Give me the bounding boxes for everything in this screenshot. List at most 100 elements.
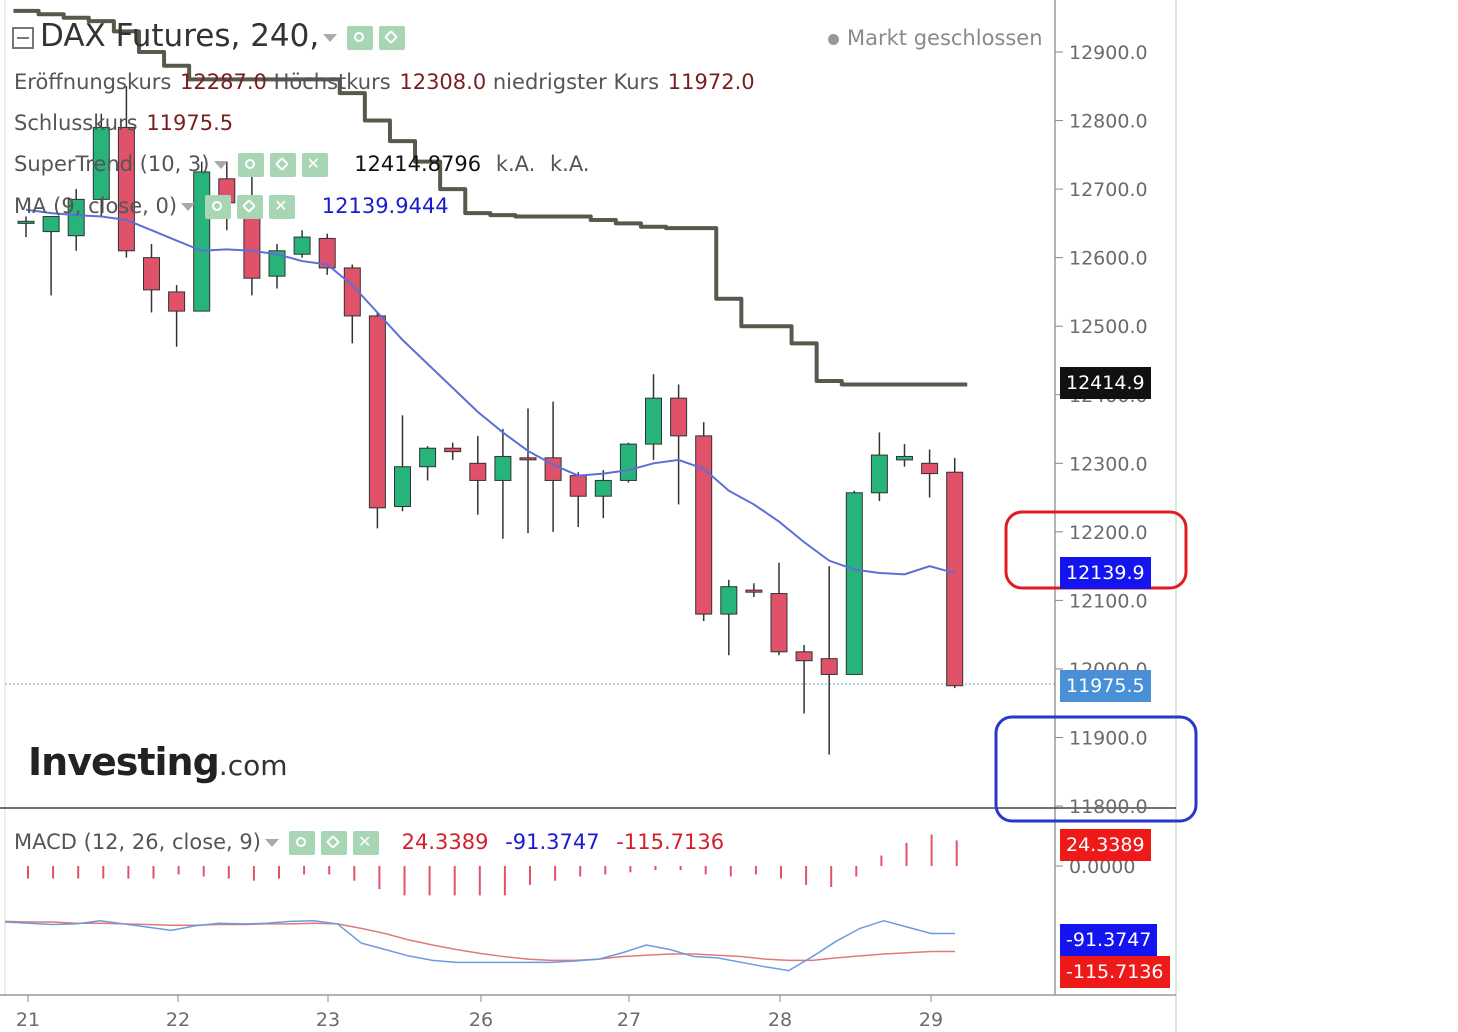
candle-body (343, 267, 361, 317)
candle-body (17, 220, 35, 224)
candle-body (594, 479, 612, 497)
logo-main: Investing (28, 740, 220, 784)
collapse-icon[interactable] (12, 26, 34, 49)
candle-body (820, 658, 838, 675)
candle-body (745, 589, 763, 593)
price-tick-label: 12200.0 (1069, 522, 1148, 544)
open-value: 12287.0 (180, 70, 267, 94)
gear-icon[interactable] (379, 25, 406, 50)
title-dropdown-icon[interactable] (323, 33, 338, 42)
macd-line-tag: -91.3747 (1060, 924, 1158, 956)
candle-body (670, 397, 688, 437)
candle (921, 449, 939, 498)
macd-legend: MACD (12, 26, close, 9) 24.3389 -91.3747… (14, 830, 724, 855)
logo-suffix: .com (218, 749, 288, 782)
price-tick-label: 12300.0 (1069, 453, 1148, 475)
candle (168, 285, 186, 347)
close-label: Schlusskurs (14, 111, 138, 135)
candle (745, 583, 763, 597)
candle (368, 312, 386, 529)
eye-icon[interactable] (205, 195, 232, 219)
candle-body (770, 593, 788, 653)
chart-title-row: DAX Futures, 240, (12, 18, 411, 54)
macd-hist-value: 24.3389 (401, 830, 489, 854)
low-value: 11972.0 (667, 70, 755, 94)
macd-line-polyline (4, 919, 955, 972)
eye-icon[interactable] (237, 153, 264, 177)
gear-icon[interactable] (237, 195, 264, 219)
candle-body (368, 315, 386, 509)
candle-body (193, 171, 211, 312)
close-icon[interactable] (301, 153, 328, 177)
macd-line-value: -91.3747 (505, 830, 600, 854)
candle (92, 113, 110, 217)
low-label: niedrigster Kurs (492, 70, 660, 94)
market-status: Markt geschlossen (828, 26, 1043, 50)
supertrend-legend: SuperTrend (10, 3) 12414.8796 k.A. k.A. (14, 152, 590, 177)
price-tick-label: 12700.0 (1069, 179, 1148, 201)
candle-body (469, 462, 487, 481)
ma-price-tag: 12139.9 (1060, 557, 1151, 589)
candle (394, 415, 411, 512)
candle-body (720, 586, 738, 615)
candle (469, 435, 487, 515)
price-tick-label: 12100.0 (1069, 590, 1148, 612)
candle-body (268, 250, 286, 277)
candle-body (143, 257, 160, 291)
candle (795, 644, 813, 714)
candle (444, 442, 462, 460)
candle-body (795, 651, 813, 662)
price-tick-label: 11900.0 (1069, 728, 1148, 750)
supertrend-label[interactable]: SuperTrend (10, 3) (14, 152, 210, 176)
supertrend-line (13, 8, 968, 387)
supertrend-price-tag: 12414.9 (1060, 367, 1151, 399)
candle (293, 230, 311, 258)
candle-body (845, 492, 863, 675)
candle (896, 444, 913, 467)
investing-logo: Investing.com (28, 740, 288, 784)
supertrend-dropdown-icon[interactable] (213, 161, 228, 169)
price-tick-label: 11800.0 (1069, 796, 1148, 818)
supertrend-na-2: k.A. (550, 152, 590, 176)
gear-icon[interactable] (320, 831, 347, 855)
close-icon[interactable] (352, 831, 379, 855)
macd-signal-value: -115.7136 (616, 830, 725, 854)
time-tick-label: 27 (617, 1009, 641, 1031)
ma-dropdown-icon[interactable] (181, 203, 196, 211)
candle (318, 233, 336, 275)
candle-body (444, 447, 462, 453)
candle (594, 470, 612, 519)
candle-body (569, 475, 587, 497)
time-axis: 21 22 23 26 27 28 29 (16, 995, 943, 1031)
close-price-tag: 11975.5 (1060, 670, 1151, 702)
chart-frame (0, 0, 1177, 1032)
ohlc-row: Eröffnungskurs 12287.0 Höchstkurs 12308.… (14, 70, 755, 94)
candle (42, 216, 60, 296)
price-tick-label: 12500.0 (1069, 316, 1148, 338)
time-tick-label: 26 (469, 1009, 493, 1031)
macd-dropdown-icon[interactable] (264, 839, 279, 847)
macd-label[interactable]: MACD (12, 26, close, 9) (14, 830, 261, 854)
candle-body (519, 457, 537, 461)
close-icon[interactable] (269, 195, 296, 219)
candle (870, 432, 888, 502)
candle-body (619, 443, 637, 481)
price-tick-label: 12800.0 (1069, 111, 1148, 133)
eye-icon[interactable] (347, 25, 374, 50)
candle-body (870, 454, 888, 494)
ma-label[interactable]: MA (9, close, 0) (14, 194, 178, 218)
eye-icon[interactable] (288, 831, 315, 855)
status-dot-icon (828, 33, 839, 45)
chart-title: DAX Futures, 240, (40, 18, 320, 54)
candle (67, 189, 85, 251)
price-axis: 12900.012800.012700.012600.012500.012400… (1055, 42, 1148, 878)
candle (343, 264, 361, 344)
close-row: Schlusskurs 11975.5 (14, 111, 233, 135)
gear-icon[interactable] (269, 153, 296, 177)
candle-body (394, 466, 411, 507)
candle-body (92, 126, 110, 200)
candle-body (896, 455, 913, 461)
candle (820, 566, 838, 755)
candle (946, 457, 964, 689)
candle-body (293, 236, 311, 255)
